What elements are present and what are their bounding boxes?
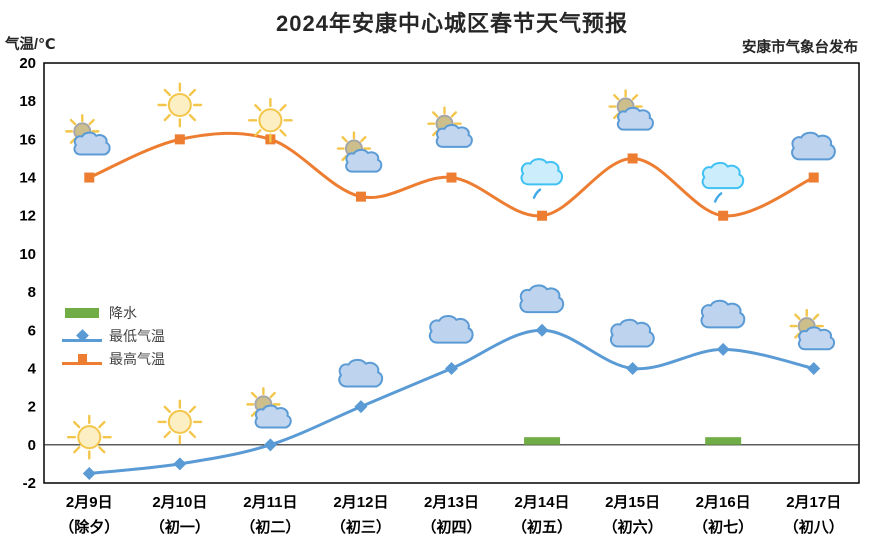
svg-text:10: 10 xyxy=(19,246,36,263)
precipitation-bar xyxy=(705,437,742,445)
svg-text:20: 20 xyxy=(19,55,36,72)
svg-text:（初一）: （初一） xyxy=(150,518,210,536)
legend-label-max-temp: 最高气温 xyxy=(109,350,165,367)
svg-text:2月15日: 2月15日 xyxy=(605,494,660,511)
svg-text:8: 8 xyxy=(28,284,36,301)
partly-cloudy-icon xyxy=(246,387,292,429)
svg-text:（初三）: （初三） xyxy=(331,518,391,536)
legend-label-min-temp: 最低气温 xyxy=(109,327,165,344)
svg-text:（初六）: （初六） xyxy=(603,518,663,536)
diamond-marker xyxy=(173,457,187,471)
cloudy-icon xyxy=(791,131,836,161)
partly-cloudy-icon xyxy=(65,114,111,156)
svg-text:2月13日: 2月13日 xyxy=(424,494,479,511)
sunny-icon xyxy=(157,399,203,445)
square-marker xyxy=(537,210,548,221)
svg-text:18: 18 xyxy=(19,93,36,110)
svg-text:4: 4 xyxy=(28,360,37,377)
diamond-marker xyxy=(82,466,96,480)
partly-cloudy-icon xyxy=(608,89,654,131)
svg-text:16: 16 xyxy=(19,131,36,148)
svg-text:2月14日: 2月14日 xyxy=(515,494,570,511)
svg-text:14: 14 xyxy=(19,170,36,187)
partly-cloudy-icon xyxy=(427,106,473,148)
sunny-icon xyxy=(66,414,112,460)
diamond-marker xyxy=(626,361,640,375)
diamond-marker xyxy=(807,361,821,375)
chart-legend: 降水 最低气温 最高气温 xyxy=(62,303,165,368)
svg-text:2月10日: 2月10日 xyxy=(152,494,207,511)
square-marker xyxy=(174,134,185,145)
legend-item-precipitation: 降水 xyxy=(62,303,165,322)
precipitation-bars xyxy=(524,437,742,445)
svg-text:12: 12 xyxy=(19,208,36,225)
svg-text:2: 2 xyxy=(28,399,36,416)
cloudy-icon xyxy=(610,318,655,348)
square-marker xyxy=(355,191,366,202)
svg-text:2月17日: 2月17日 xyxy=(786,494,841,511)
min-temp-series xyxy=(82,323,821,480)
cloudy-icon xyxy=(428,315,474,344)
diamond-marker xyxy=(354,400,368,414)
precipitation-bar-swatch xyxy=(62,307,102,318)
partly-cloudy-icon xyxy=(789,308,836,351)
light-rain-icon xyxy=(520,158,564,199)
page-title: 2024年安康中心城区春节天气预报 xyxy=(276,11,628,36)
svg-text:2月9日: 2月9日 xyxy=(66,494,113,511)
cloudy-icon xyxy=(700,299,746,329)
sunny-icon xyxy=(157,82,203,128)
min-temp-line-swatch xyxy=(62,329,102,342)
precipitation-bar xyxy=(524,437,561,445)
square-marker xyxy=(808,172,819,183)
legend-item-max-temp: 最高气温 xyxy=(62,349,165,368)
svg-text:-2: -2 xyxy=(23,475,36,492)
square-marker xyxy=(84,172,95,183)
svg-text:2月11日: 2月11日 xyxy=(243,494,297,511)
partly-cloudy-icon xyxy=(336,131,383,173)
diamond-marker xyxy=(716,342,730,356)
svg-text:0: 0 xyxy=(28,437,36,454)
diamond-marker xyxy=(535,323,549,337)
svg-text:6: 6 xyxy=(28,322,36,339)
publisher-label: 安康市气象台发布 xyxy=(742,40,858,56)
svg-text:（初四）: （初四） xyxy=(421,518,481,536)
svg-text:（初二）: （初二） xyxy=(240,518,300,536)
x-axis-labels: 2月9日 （除夕） 2月10日 （初一） 2月11日 （初二） 2月12日 （初三） 2月13日… xyxy=(59,494,843,536)
max-temp-line-swatch xyxy=(62,354,102,365)
legend-item-min-temp: 最低气温 xyxy=(62,326,165,345)
plot-border xyxy=(43,62,860,484)
square-marker xyxy=(718,210,729,221)
square-marker xyxy=(627,153,638,164)
svg-text:2月16日: 2月16日 xyxy=(696,494,751,511)
svg-text:（除夕）: （除夕） xyxy=(59,518,119,536)
y-axis-unit-label: 气温/℃ xyxy=(5,37,56,53)
cloudy-icon xyxy=(338,358,384,388)
diamond-marker xyxy=(263,438,277,452)
square-marker xyxy=(446,172,457,183)
diamond-marker xyxy=(444,361,459,375)
sunny-icon xyxy=(247,97,293,143)
svg-text:（初八）: （初八） xyxy=(784,518,844,536)
light-rain-icon xyxy=(701,161,745,203)
svg-text:（初五）: （初五） xyxy=(512,518,572,536)
svg-text:（初七）: （初七） xyxy=(693,518,753,536)
legend-label-precipitation: 降水 xyxy=(109,304,137,321)
svg-text:2月12日: 2月12日 xyxy=(333,494,388,511)
cloudy-icon xyxy=(519,284,565,314)
